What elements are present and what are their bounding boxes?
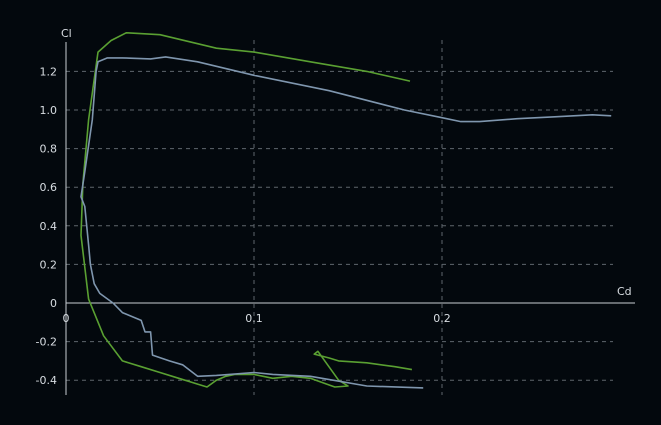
y-tick-label: 1.0 bbox=[40, 104, 58, 117]
tick-labels: -0.4 -0.2 0 0.2 0.4 0.6 0.8 1.0 1.2 0 0.1 0.2 bbox=[36, 65, 451, 387]
y-tick-label: 0.8 bbox=[40, 143, 58, 156]
y-axis-label: Cl bbox=[61, 27, 72, 40]
series-lines bbox=[80, 31, 612, 389]
x-tick-label: 0.2 bbox=[433, 312, 451, 325]
x-axis-label: Cd bbox=[617, 285, 632, 298]
y-tick-label: -0.4 bbox=[36, 374, 57, 387]
y-tick-label: 0.2 bbox=[40, 258, 58, 271]
axes bbox=[65, 42, 635, 395]
y-tick-label: 0.6 bbox=[40, 181, 58, 194]
x-tick-label: 0.1 bbox=[245, 312, 263, 325]
y-tick-label: -0.2 bbox=[36, 336, 57, 349]
y-tick-label: 0.4 bbox=[40, 220, 58, 233]
x-tick-label: 0 bbox=[63, 312, 70, 325]
series-line-1 bbox=[80, 31, 413, 388]
y-tick-label: 0 bbox=[50, 297, 57, 310]
grid-lines bbox=[66, 40, 613, 395]
series-line-2 bbox=[80, 56, 612, 389]
y-tick-label: 1.2 bbox=[40, 65, 58, 78]
